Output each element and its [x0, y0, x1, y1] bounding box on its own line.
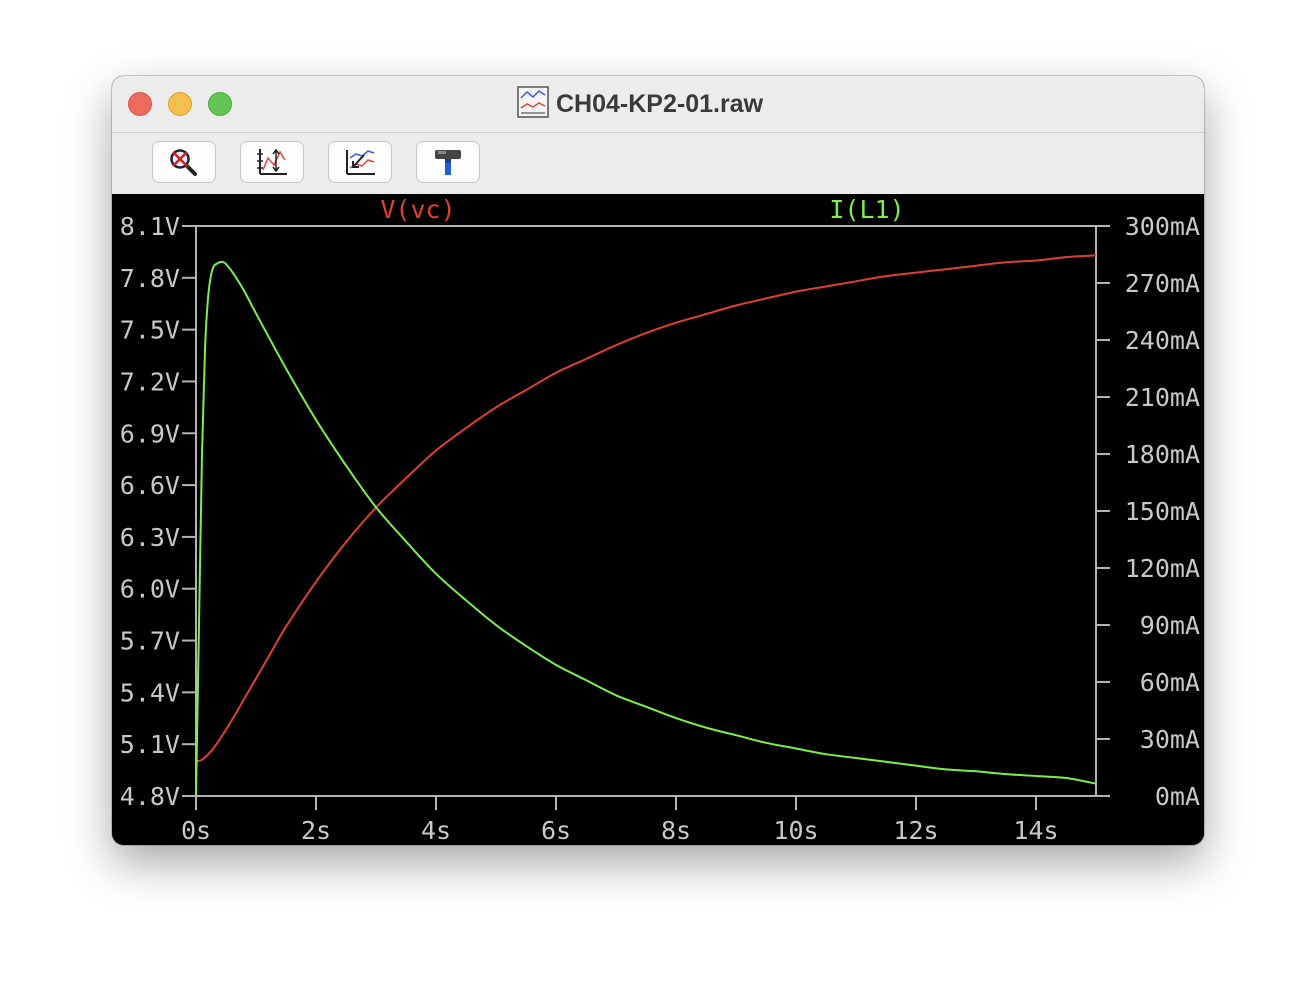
y-left-tick-label: 6.6V [120, 471, 180, 500]
zoom-window-button[interactable] [208, 92, 232, 116]
y-left-tick-label: 5.7V [120, 627, 180, 656]
y-left-tick-label: 5.1V [120, 730, 180, 759]
x-tick-label: 2s [301, 816, 331, 845]
y-left-tick-label: 6.3V [120, 523, 180, 552]
y-left-tick-label: 8.1V [120, 212, 180, 241]
y-right-tick-label: 0mA [1155, 782, 1200, 811]
x-tick-label: 12s [893, 816, 938, 845]
y-left-tick-label: 6.9V [120, 419, 180, 448]
trace-label-vvc[interactable]: V(vc) [380, 195, 455, 224]
zoom-cancel-icon [170, 149, 197, 176]
y-left-tick-label: 7.5V [120, 316, 180, 345]
waveform-chart[interactable]: 0s 2s 4s 6s 8s 10s 12s 14s 4.8V 5.1V 5.4V 5.7V 6.0V… [112, 194, 1204, 845]
y-right-tick-label: 180mA [1125, 440, 1200, 469]
y-left-tick-label: 5.4V [120, 678, 180, 707]
y-right-tick-label: 240mA [1125, 326, 1200, 355]
y-right-tick-label: 60mA [1140, 668, 1200, 697]
autorange-icon [257, 148, 287, 175]
x-tick-label: 14s [1013, 816, 1058, 845]
y-right-tick-label: 270mA [1125, 269, 1200, 298]
x-tick-label: 4s [421, 816, 451, 845]
x-tick-label: 10s [773, 816, 818, 845]
y-left-tick-label: 7.8V [120, 264, 180, 293]
y-left-tick-label: 4.8V [120, 782, 180, 811]
trace-il1[interactable] [195, 260, 1097, 797]
x-tick-label: 0s [181, 816, 211, 845]
zoom-cancel-button[interactable] [152, 141, 216, 183]
hammer-icon [435, 150, 461, 175]
pick-visible-traces-button[interactable] [328, 141, 392, 183]
waveform-document-icon [517, 86, 549, 118]
y-right-tick-label: 30mA [1140, 725, 1200, 754]
trace-label-il1[interactable]: I(L1) [829, 195, 904, 224]
y-right-tick-label: 150mA [1125, 497, 1200, 526]
minimize-window-button[interactable] [168, 92, 192, 116]
waveform-window: CH04-KP2-01.raw [112, 76, 1204, 845]
plot-area-frame [195, 225, 1097, 797]
close-window-button[interactable] [128, 92, 152, 116]
y-right-tick-label: 120mA [1125, 554, 1200, 583]
window-title: CH04-KP2-01.raw [556, 90, 764, 118]
plot-pane[interactable]: 0s 2s 4s 6s 8s 10s 12s 14s 4.8V 5.1V 5.4V 5.7V 6.0V… [112, 194, 1204, 845]
title-bar[interactable]: CH04-KP2-01.raw [112, 76, 1204, 133]
toolbar [112, 133, 1204, 194]
traces-icon [346, 150, 375, 175]
y-right-tick-label: 300mA [1125, 212, 1200, 241]
x-tick-label: 8s [661, 816, 691, 845]
autorange-button[interactable] [240, 141, 304, 183]
y-left-tick-label: 6.0V [120, 575, 180, 604]
settings-button[interactable] [416, 141, 480, 183]
y-left-tick-label: 7.2V [120, 367, 180, 396]
y-right-tick-label: 90mA [1140, 611, 1200, 640]
trace-vvc[interactable] [195, 254, 1097, 763]
x-tick-label: 6s [541, 816, 571, 845]
y-right-tick-label: 210mA [1125, 383, 1200, 412]
